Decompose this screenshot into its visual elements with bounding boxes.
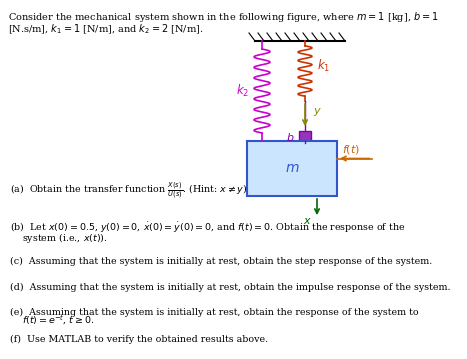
Text: [N.s/m], $k_1 = 1$ [N/m], and $k_2 = 2$ [N/m].: [N.s/m], $k_1 = 1$ [N/m], and $k_2 = 2$ … bbox=[8, 22, 203, 36]
Text: (d)  Assuming that the system is initially at rest, obtain the impulse response : (d) Assuming that the system is initiall… bbox=[10, 283, 451, 292]
Text: (a)  Obtain the transfer function $\frac{X(s)}{U(s)}$. (Hint: $x \neq y$): (a) Obtain the transfer function $\frac{… bbox=[10, 181, 248, 201]
Text: $m$: $m$ bbox=[285, 162, 299, 176]
Text: $f(t)$: $f(t)$ bbox=[342, 144, 360, 157]
Text: $b$: $b$ bbox=[286, 131, 295, 143]
Text: system (i.e., $x(t)$).: system (i.e., $x(t)$). bbox=[22, 231, 107, 245]
Text: $y$: $y$ bbox=[313, 106, 322, 118]
Text: (b)  Let $x(0) = 0.5$, $y(0) = 0$, $\dot{x}(0) = \dot{y}(0) = 0$, and $f(t) = 0$: (b) Let $x(0) = 0.5$, $y(0) = 0$, $\dot{… bbox=[10, 221, 405, 235]
Bar bbox=[247, 141, 337, 196]
Text: (c)  Assuming that the system is initially at rest, obtain the step response of : (c) Assuming that the system is initiall… bbox=[10, 257, 432, 266]
Text: $x$: $x$ bbox=[303, 216, 312, 226]
Text: $k_2$: $k_2$ bbox=[236, 83, 249, 99]
Text: $k_1$: $k_1$ bbox=[317, 58, 330, 74]
Text: Consider the mechanical system shown in the following figure, where $m = 1$ [kg]: Consider the mechanical system shown in … bbox=[8, 10, 439, 24]
Text: (f)  Use MATLAB to verify the obtained results above.: (f) Use MATLAB to verify the obtained re… bbox=[10, 335, 268, 344]
Text: (e)  Assuming that the system is initially at rest, obtain the response of the s: (e) Assuming that the system is initiall… bbox=[10, 308, 418, 317]
Bar bbox=[299, 131, 311, 143]
Text: $f(t) = e^{-t}$, $t \geq 0$.: $f(t) = e^{-t}$, $t \geq 0$. bbox=[22, 313, 94, 327]
